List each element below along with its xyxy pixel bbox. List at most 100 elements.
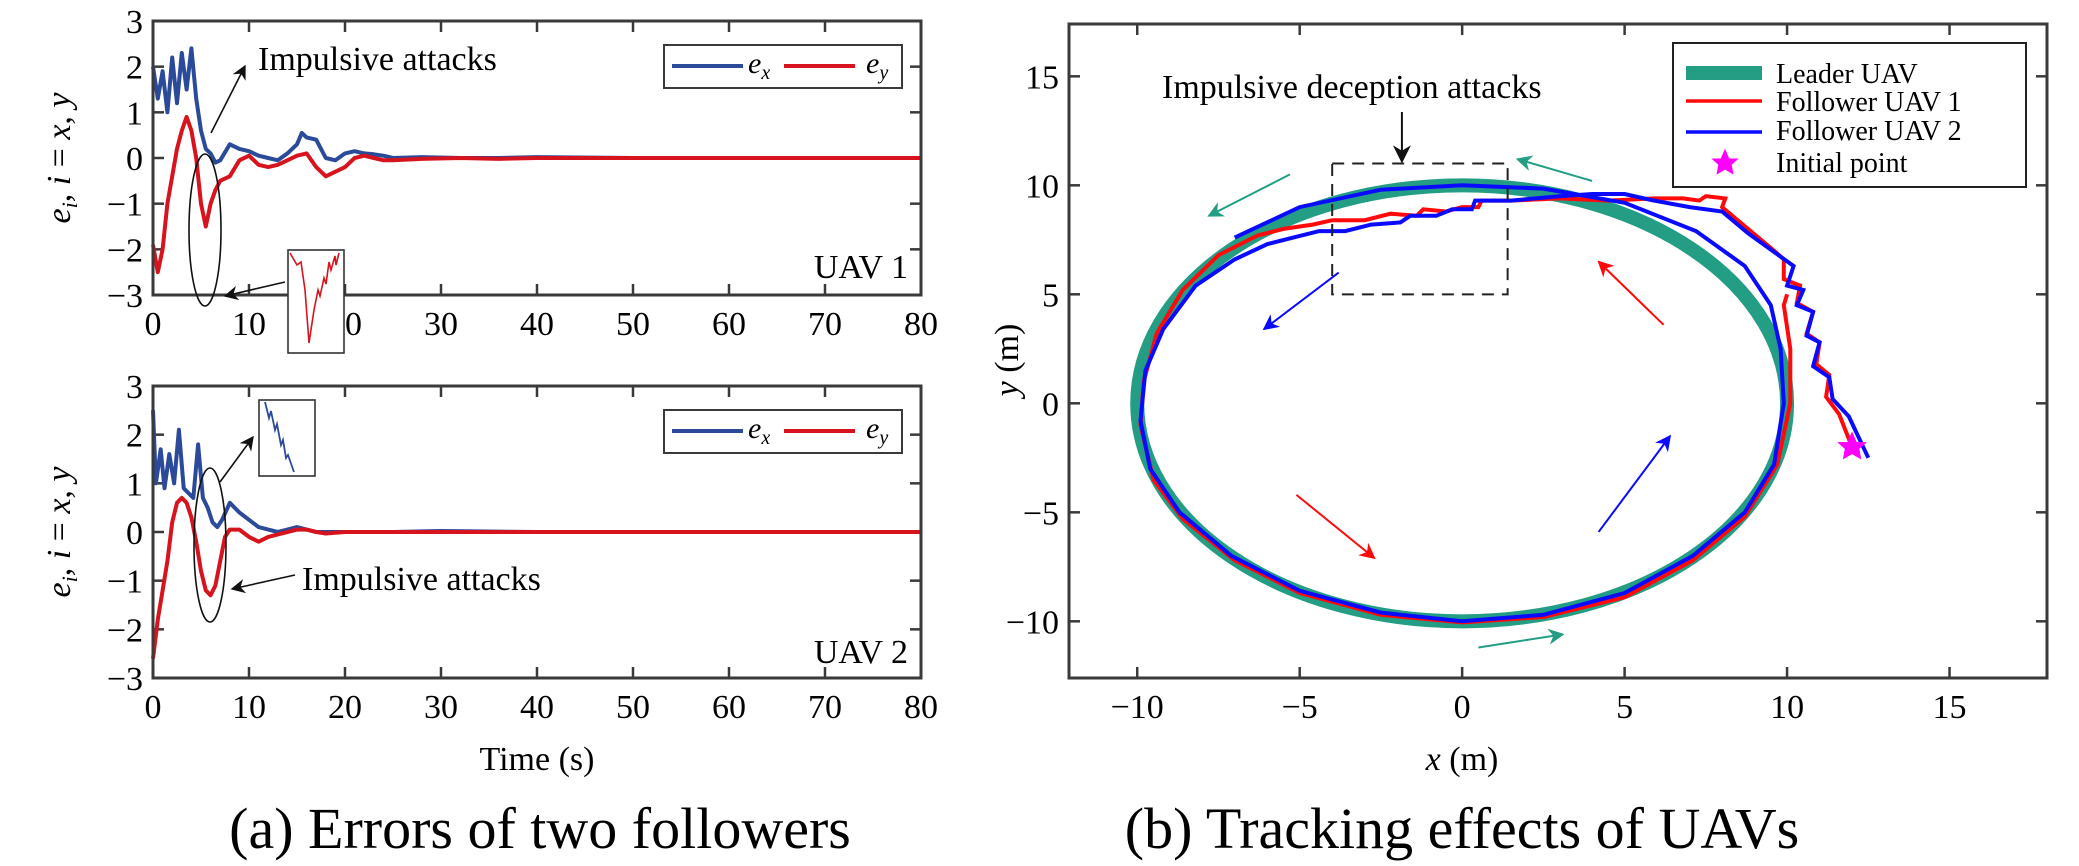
x-tick-label: 40: [520, 306, 554, 343]
x-tick-label: 60: [712, 689, 746, 726]
uav2-inset-arrow: [219, 435, 254, 483]
uav1-attack-ellipse: [188, 153, 222, 307]
tracking-marks: [1130, 112, 1871, 649]
uav1-x-tick-labels: 0 10 20 30 40 50 60 70 80: [145, 306, 939, 343]
x-tick-label: 10: [232, 306, 266, 343]
y-tick-label: −3: [107, 278, 143, 315]
direction-arrow-leader: [1515, 155, 1593, 182]
y-tick-label: −3: [107, 661, 143, 698]
caption-a: (a) Errors of two followers: [229, 796, 851, 861]
uav2-y-tick-labels: −3 −2 −1 0 1 2 3: [107, 369, 143, 698]
uav1-annotation-arrow: [210, 64, 246, 134]
y-tick-label: −1: [107, 187, 143, 224]
x-tick-label: 0: [145, 689, 162, 726]
uav1-series: [151, 46, 921, 275]
y-tick-label: −1: [107, 564, 143, 601]
uav2-axes-frame: [151, 384, 923, 680]
y-tick-label: 15: [1025, 59, 1059, 96]
x-tick-label: 15: [1933, 689, 1967, 726]
x-tick-label: 70: [808, 689, 842, 726]
follower-uav1-trajectory: [1138, 194, 1854, 625]
y-tick-label: −5: [1023, 495, 1059, 532]
tracking-ticks: [1069, 24, 2047, 678]
y-tick-label: 1: [126, 95, 143, 132]
x-tick-label: 60: [712, 306, 746, 343]
x-tick-label: 80: [904, 306, 938, 343]
attack-region-box: [1331, 162, 1509, 296]
x-tick-label: 70: [808, 306, 842, 343]
y-tick-label: 2: [126, 50, 143, 87]
uav2-annotation-text: Impulsive attacks: [302, 561, 541, 598]
x-tick-label: 10: [232, 689, 266, 726]
tracking-x-tick-labels: −10 −5 0 5 10 15: [1111, 689, 1967, 726]
uav1-annotation-text: Impulsive attacks: [258, 41, 497, 78]
initial-point-star-icon: [1837, 431, 1867, 460]
direction-arrow-follower1: [1295, 494, 1376, 560]
caption-b: (b) Tracking effects of UAVs: [1125, 796, 1799, 861]
uav1-inset-line: [289, 252, 340, 344]
x-tick-label: −10: [1111, 689, 1164, 726]
uav2-attack-ellipse: [193, 467, 227, 623]
x-tick-label: 40: [520, 689, 554, 726]
x-tick-label: 30: [424, 689, 458, 726]
y-tick-label: 0: [1042, 386, 1059, 423]
x-tick-label: 0: [1454, 689, 1471, 726]
follower-uav2-trajectory: [1138, 183, 1871, 624]
y-tick-label: 1: [126, 466, 143, 503]
tracking-axes-frame: [1067, 22, 2049, 680]
legend-star-icon: [1711, 148, 1739, 175]
legend-swatch-leader: [1686, 66, 1762, 80]
tracking-annotation-text: Impulsive deception attacks: [1162, 69, 1542, 106]
legend-label-initial: Initial point: [1776, 148, 1908, 179]
uav2-legend: ex ey: [663, 409, 903, 454]
y-tick-label: −2: [107, 612, 143, 649]
x-tick-label: 10: [1770, 689, 1804, 726]
direction-arrow-follower2: [1262, 271, 1340, 331]
y-tick-label: 3: [126, 4, 143, 41]
y-tick-label: −10: [1006, 604, 1059, 641]
x-tick-label: 50: [616, 306, 650, 343]
uav1-panel-label: UAV 1: [814, 249, 908, 286]
x-tick-label: 5: [1616, 689, 1633, 726]
series-ex: [151, 46, 921, 165]
uav2-panel-label: UAV 2: [814, 634, 908, 671]
legend-label-follower2: Follower UAV 2: [1776, 116, 1962, 147]
x-tick-label: 20: [328, 689, 362, 726]
direction-arrow-follower2: [1597, 434, 1672, 533]
tracking-y-axis-label: y (m): [989, 324, 1026, 400]
y-tick-label: −2: [107, 232, 143, 269]
y-tick-label: 0: [126, 141, 143, 178]
direction-arrow-follower1: [1597, 260, 1665, 326]
y-tick-label: 5: [1042, 277, 1059, 314]
x-tick-label: 30: [424, 306, 458, 343]
tracking-legend: Leader UAV Follower UAV 1 Follower UAV 2…: [1672, 42, 2027, 188]
x-tick-label: −5: [1282, 689, 1318, 726]
y-tick-label: 0: [126, 515, 143, 552]
x-tick-label: 80: [904, 689, 938, 726]
y-tick-label: 3: [126, 369, 143, 406]
y-tick-label: 2: [126, 418, 143, 455]
series-ey: [151, 114, 921, 275]
uav1-y-tick-labels: −3 −2 −1 0 1 2 3: [107, 4, 143, 315]
tracking-y-tick-labels: −10 −5 0 5 10 15: [1006, 59, 1059, 641]
uav2-y-axis-label: ei, i = x, y: [41, 466, 82, 598]
tracking-plot: −10 −5 0 5 10 15 −10 −5 0 5 10 15 y (m) x (m) Impu…: [989, 22, 2049, 778]
uav1-axes-frame: [151, 19, 923, 297]
legend-label-follower1: Follower UAV 1: [1776, 87, 1962, 118]
uav2-x-tick-labels: 0 10 20 30 40 50 60 70 80: [145, 689, 939, 726]
y-tick-label: 10: [1025, 168, 1059, 205]
x-tick-label: 0: [145, 306, 162, 343]
direction-arrow-leader: [1478, 628, 1565, 649]
uav2-series: [151, 410, 921, 659]
uav1-y-axis-label: ei, i = x, y: [41, 92, 82, 224]
x-tick-label: 50: [616, 689, 650, 726]
uav1-legend: ex ey: [663, 44, 903, 89]
uav2-error-plot: −3 −2 −1 0 1 2 3 0 10 20 30 40 50 60 70 80 ei, i = x, …: [41, 369, 938, 778]
direction-arrow-leader: [1207, 173, 1291, 217]
uav2-annotation-arrow: [230, 574, 296, 594]
series-ey: [151, 495, 921, 659]
tracking-x-axis-label: x (m): [1425, 741, 1499, 778]
uav1-inset-arrow: [223, 281, 286, 301]
